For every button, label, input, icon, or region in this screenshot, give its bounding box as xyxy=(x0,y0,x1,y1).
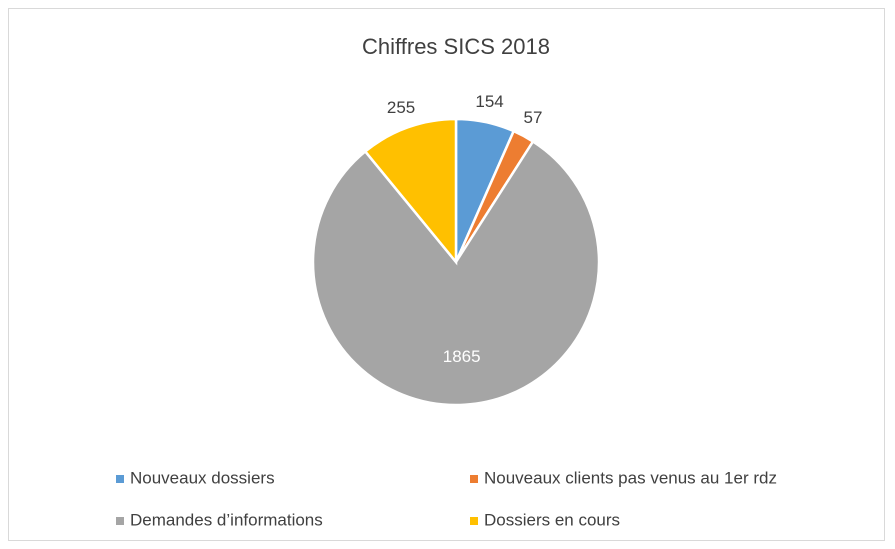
pie-slice xyxy=(311,139,601,407)
pie-slice xyxy=(363,117,458,266)
data-label: 57 xyxy=(524,108,543,127)
legend-label: Nouveaux clients pas venus au 1er rdz xyxy=(484,468,777,487)
legend-label: Dossiers en cours xyxy=(484,510,620,529)
legend-label: Nouveaux dossiers xyxy=(130,468,275,487)
legend-label: Demandes d’informations xyxy=(130,510,323,529)
data-label: 1865 xyxy=(443,347,481,366)
chart-title: Chiffres SICS 2018 xyxy=(362,34,550,59)
legend-swatch xyxy=(470,475,478,483)
data-label: 255 xyxy=(387,98,415,117)
legend-swatch xyxy=(470,517,478,525)
legend-swatch xyxy=(116,517,124,525)
data-label: 154 xyxy=(475,92,503,111)
legend-swatch xyxy=(116,475,124,483)
